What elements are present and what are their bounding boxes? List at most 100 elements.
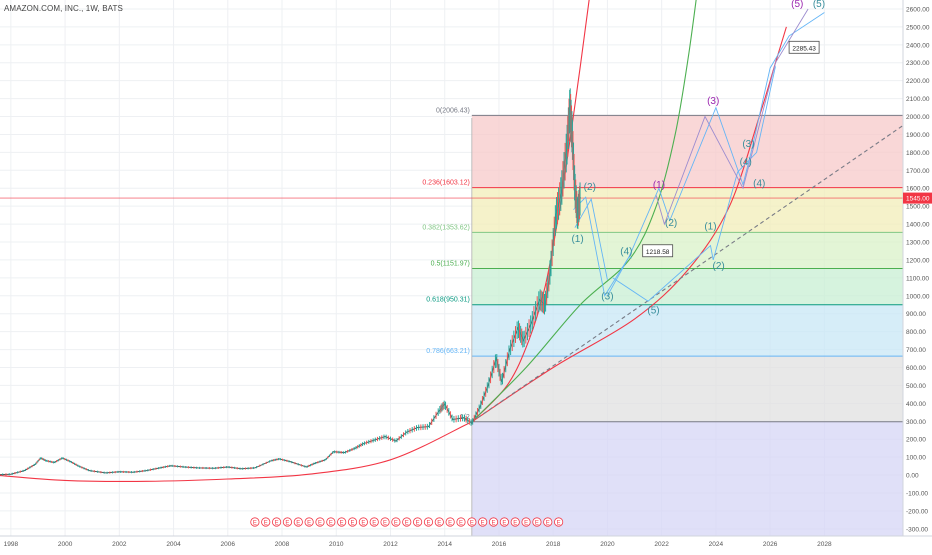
- x-tick-label: 2012: [383, 541, 398, 548]
- y-tick-label: -300.00: [906, 526, 928, 533]
- x-tick-label: 2022: [654, 541, 669, 548]
- callout-box-0: [642, 244, 674, 258]
- fib-label-0.5: 0.5(1151.97): [431, 261, 470, 268]
- earnings-marker-label: E: [351, 520, 355, 526]
- earnings-marker: [467, 517, 477, 527]
- y-tick-label: -100.00: [906, 490, 928, 497]
- earnings-marker-label: E: [459, 520, 463, 526]
- fib-label-0.382: 0.382(1353.62): [422, 224, 469, 231]
- earnings-marker: [369, 517, 379, 527]
- earnings-marker-label: E: [285, 520, 289, 526]
- earnings-marker: [293, 517, 303, 527]
- y-tick-label: 2100.00: [906, 96, 930, 103]
- earnings-marker-label: E: [383, 520, 387, 526]
- fib-label-0.618: 0.618(950.31): [426, 297, 470, 304]
- y-tick-label: 2300.00: [906, 60, 930, 67]
- y-tick-label: 300.00: [906, 419, 926, 426]
- earnings-marker: [413, 517, 423, 527]
- x-tick-label: 2014: [437, 541, 452, 548]
- y-tick-label: 900.00: [906, 311, 926, 318]
- earnings-marker-label: E: [416, 520, 420, 526]
- wave-label-11: (4): [740, 157, 752, 168]
- earnings-marker: [326, 517, 336, 527]
- earnings-marker: [445, 517, 455, 527]
- x-tick-label: 2010: [329, 541, 344, 548]
- wave-label-9: (2): [712, 261, 724, 272]
- trend-curve-0: [0, 422, 470, 482]
- x-tick-label: 2024: [709, 541, 724, 548]
- y-tick-label: 700.00: [906, 347, 926, 354]
- earnings-marker: [499, 517, 509, 527]
- y-tick-label: 1700.00: [906, 168, 930, 175]
- earnings-marker-label: E: [264, 520, 268, 526]
- earnings-marker-label: E: [296, 520, 300, 526]
- earnings-marker-label: E: [426, 520, 430, 526]
- earnings-marker-label: E: [513, 520, 517, 526]
- earnings-marker-label: E: [535, 520, 539, 526]
- earnings-marker: [510, 517, 520, 527]
- earnings-marker: [456, 517, 466, 527]
- x-tick-label: 1998: [4, 541, 19, 548]
- chart-title: AMAZON.COM, INC., 1W, BATS: [4, 4, 123, 13]
- trend-curve-4: [471, 125, 904, 423]
- earnings-marker: [315, 517, 325, 527]
- earnings-marker-label: E: [524, 520, 528, 526]
- earnings-marker-label: E: [394, 520, 398, 526]
- fib-band-0.382: [471, 232, 903, 269]
- earnings-marker-label: E: [502, 520, 506, 526]
- earnings-marker-label: E: [275, 520, 279, 526]
- earnings-marker: [423, 517, 434, 527]
- earnings-marker: [488, 517, 499, 527]
- fib-label-0.236: 0.236(1603.12): [422, 180, 469, 187]
- fib-label-0.786: 0.786(663.21): [426, 348, 470, 355]
- earnings-marker: [337, 517, 347, 527]
- y-tick-label: 2500.00: [906, 24, 930, 31]
- y-tick-label: 1300.00: [906, 240, 930, 247]
- earnings-marker-label: E: [307, 520, 311, 526]
- y-tick-label: 400.00: [906, 401, 926, 408]
- x-tick-label: 2018: [546, 541, 561, 548]
- y-axis-panel: [903, 0, 932, 550]
- wave-path-1: [607, 256, 633, 297]
- earnings-marker-label: E: [448, 520, 452, 526]
- earnings-marker: [478, 517, 488, 527]
- earnings-marker: [358, 517, 368, 527]
- fib-band-0.786: [471, 356, 903, 422]
- y-tick-label: 1400.00: [906, 222, 930, 229]
- x-axis-panel: [0, 536, 932, 550]
- earnings-marker: [554, 517, 564, 527]
- wave-label-4: (5): [647, 306, 659, 317]
- earnings-marker: [250, 517, 260, 527]
- y-tick-label: 1200.00: [906, 257, 930, 264]
- y-tick-label: 200.00: [906, 437, 926, 444]
- x-tick-label: 2028: [817, 541, 832, 548]
- earnings-marker: [282, 517, 293, 527]
- fib-label-0: 0(2006.43): [436, 107, 470, 114]
- wave-path-2: [574, 197, 608, 280]
- x-tick-label: 2016: [492, 541, 507, 548]
- x-tick-label: 2026: [763, 541, 778, 548]
- y-tick-label: 1000.00: [906, 293, 930, 300]
- x-tick-label: 2004: [166, 541, 181, 548]
- fib-band-0.618: [471, 304, 903, 357]
- y-tick-label: 800.00: [906, 329, 926, 336]
- earnings-marker: [304, 517, 314, 527]
- wave-label-3: (4): [620, 247, 632, 258]
- wave-label-2: (3): [601, 291, 613, 302]
- wave-label-8: (1): [704, 221, 716, 232]
- y-tick-label: 2000.00: [906, 114, 930, 121]
- wave-path-4: [655, 8, 809, 226]
- wave-path-0: [573, 12, 825, 298]
- callout-box-1: [788, 40, 820, 54]
- earnings-marker: [271, 517, 282, 527]
- x-tick-label: 2006: [221, 541, 236, 548]
- earnings-marker: [402, 517, 412, 527]
- earnings-marker-label: E: [405, 520, 409, 526]
- earnings-marker: [261, 517, 271, 527]
- earnings-marker: [543, 517, 553, 527]
- earnings-marker-label: E: [437, 520, 441, 526]
- wave-label-12: (4): [753, 178, 765, 189]
- wave-label-0: (1): [571, 234, 583, 245]
